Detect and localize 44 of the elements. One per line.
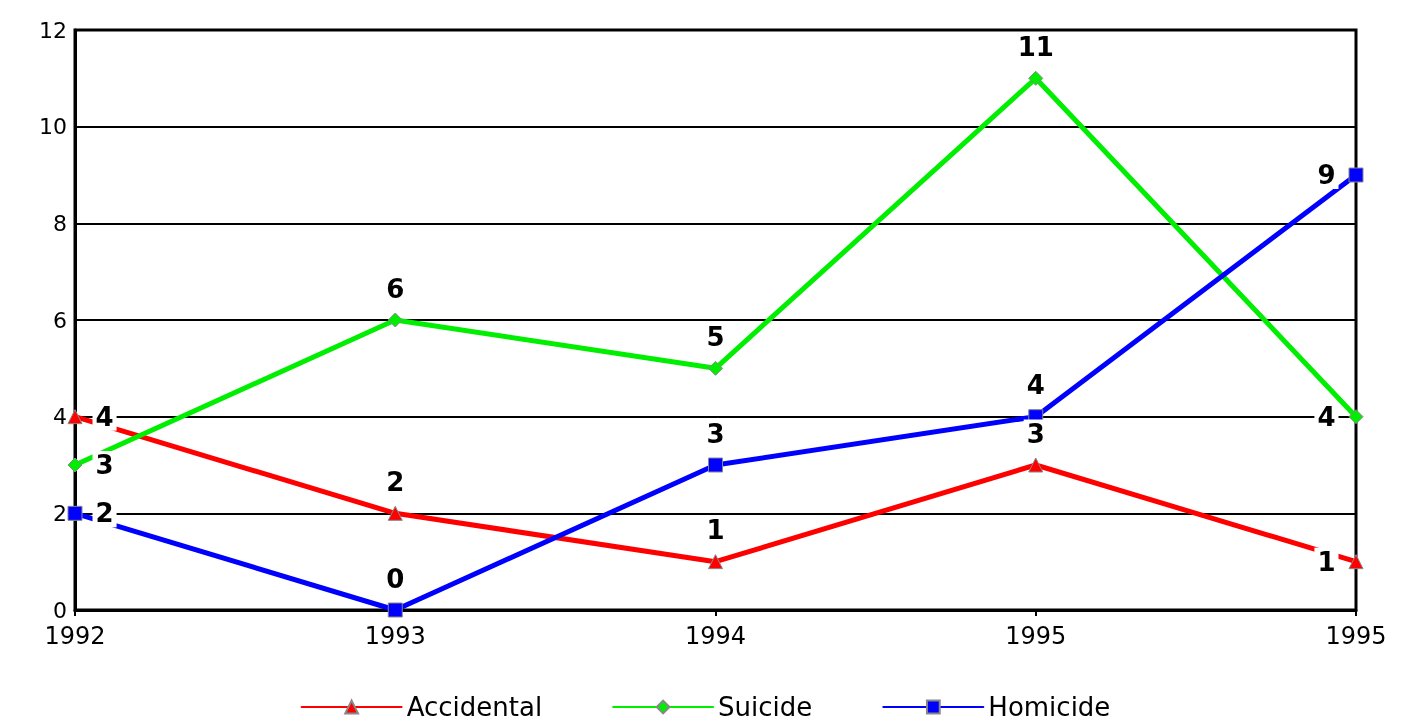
point bbox=[1348, 409, 1364, 425]
point bbox=[387, 602, 403, 618]
point bbox=[1348, 167, 1364, 183]
point bbox=[1348, 554, 1364, 570]
x-tick-label: 1995 bbox=[1325, 622, 1387, 650]
data-label: 2 bbox=[95, 498, 114, 529]
legend-label: Suicide bbox=[718, 692, 813, 722]
data-label: 4 bbox=[1317, 401, 1336, 432]
y-tick-label: 2 bbox=[53, 500, 67, 526]
data-label: 1 bbox=[706, 515, 725, 546]
x-tick-label: 1995 bbox=[1005, 622, 1067, 650]
y-tick-label: 6 bbox=[53, 307, 67, 333]
data-label: 9 bbox=[1317, 160, 1336, 190]
point bbox=[387, 312, 403, 328]
data-label: 11 bbox=[1017, 31, 1054, 62]
y-tick-label: 8 bbox=[53, 210, 67, 236]
point bbox=[708, 457, 723, 473]
point bbox=[708, 360, 723, 376]
data-label: 6 bbox=[386, 273, 405, 304]
point bbox=[708, 554, 723, 570]
data-label: 2 bbox=[386, 466, 405, 497]
y-tick-label: 12 bbox=[39, 17, 67, 43]
point bbox=[67, 409, 83, 425]
y-tick-label: 0 bbox=[53, 597, 67, 623]
data-label: 5 bbox=[706, 321, 725, 352]
point bbox=[387, 505, 403, 521]
data-label: 3 bbox=[1026, 418, 1045, 449]
x-tick-label: 1994 bbox=[684, 622, 747, 650]
legend-label: Homicide bbox=[988, 692, 1111, 722]
data-label: 4 bbox=[1026, 370, 1045, 401]
point bbox=[1028, 457, 1044, 473]
point bbox=[67, 505, 83, 521]
y-tick-label: 10 bbox=[39, 114, 67, 140]
data-label: 1 bbox=[1317, 546, 1336, 577]
data-label: 0 bbox=[386, 563, 405, 594]
y-tick-label: 4 bbox=[53, 404, 67, 430]
x-tick-label: 1993 bbox=[364, 622, 426, 650]
legend-label: Accidental bbox=[406, 692, 543, 722]
data-label: 3 bbox=[706, 418, 725, 449]
point bbox=[67, 457, 83, 473]
x-tick-label: 1992 bbox=[44, 622, 106, 650]
data-label: 4 bbox=[95, 401, 114, 432]
data-label: 3 bbox=[95, 450, 114, 480]
point bbox=[1028, 70, 1044, 86]
